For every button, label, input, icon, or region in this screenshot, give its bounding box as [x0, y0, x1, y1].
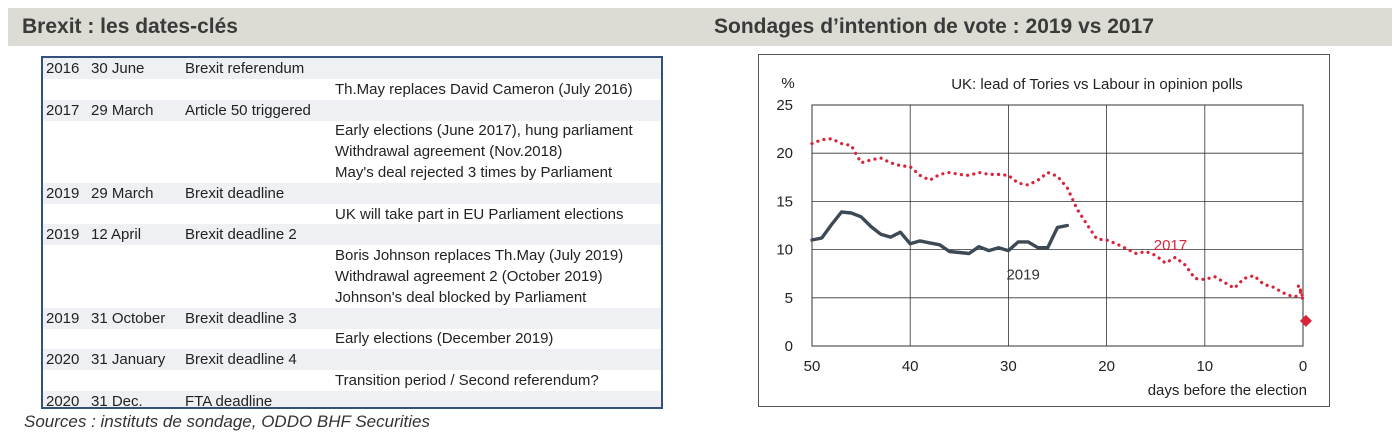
timeline-event: Brexit deadline 3 — [185, 309, 297, 327]
timeline-date: 31 October — [91, 309, 166, 327]
axes: 0 5 10 15 20 25 50 40 30 20 10 0 — [776, 97, 1307, 375]
timeline-note-row: UK will take part in EU Parliament elect… — [43, 204, 661, 225]
timeline-year: 2016 — [46, 60, 80, 77]
timeline-milestone-row: 2020 31 January Brexit deadline 4 — [43, 349, 661, 371]
poll-lead-chart: UK: lead of Tories vs Labour in opinion … — [758, 54, 1330, 407]
timeline-date: 29 March — [91, 101, 154, 119]
grid — [811, 104, 1304, 347]
timeline-event: Brexit deadline — [185, 184, 285, 202]
timeline-year: 2019 — [46, 309, 80, 327]
timeline-year: 2020 — [46, 351, 80, 369]
right-panel-header: Sondages d’intention de vote : 2019 vs 2… — [698, 8, 1392, 46]
timeline-note-row: May's deal rejected 3 times by Parliamen… — [43, 162, 661, 183]
timeline-date: 31 January — [91, 351, 166, 369]
y-tick-label: 10 — [776, 242, 793, 259]
timeline-note: UK will take part in EU Parliament elect… — [335, 205, 624, 223]
series-2017-final-marker — [1299, 314, 1312, 327]
sources-note: Sources : instituts de sondage, ODDO BHF… — [24, 412, 430, 431]
x-axis-label: days before the election — [1148, 382, 1307, 399]
timeline-note: Early elections (June 2017), hung parlia… — [335, 122, 633, 140]
left-panel-header: Brexit : les dates-clés — [8, 8, 698, 46]
timeline-date: 30 June — [91, 60, 145, 77]
timeline-event: Brexit deadline 4 — [185, 351, 297, 369]
timeline-note-row: Transition period / Second referendum? — [43, 370, 661, 391]
timeline-milestone-row: 2017 29 March Article 50 triggered — [43, 99, 661, 121]
series-layer — [810, 137, 1312, 327]
plot-frame — [811, 104, 1304, 347]
series-2019-line — [810, 210, 1069, 256]
timeline-note-row: Early elections (December 2019) — [43, 328, 661, 349]
y-axis-label: % — [781, 75, 794, 92]
timeline-note-row: Th.May replaces David Cameron (July 2016… — [43, 79, 661, 100]
timeline-date: 31 Dec. — [91, 392, 143, 409]
timeline-note: Boris Johnson replaces Th.May (July 2019… — [335, 247, 624, 265]
x-tick-label: 40 — [902, 358, 919, 375]
timeline-year: 2020 — [46, 392, 80, 409]
timeline-event: Brexit deadline 2 — [185, 226, 297, 244]
timeline-note-row: Withdrawal agreement 2 (October 2019) — [43, 266, 661, 287]
poll-lead-chart-svg: UK: lead of Tories vs Labour in opinion … — [776, 75, 1312, 399]
timeline-year: 2019 — [46, 226, 80, 244]
timeline-event: Article 50 triggered — [185, 101, 311, 119]
x-tick-label: 20 — [1098, 358, 1115, 375]
annotations: 2017 2019 — [1006, 237, 1187, 284]
series-2017-line — [810, 137, 1305, 302]
timeline-note: May's deal rejected 3 times by Parliamen… — [335, 164, 613, 181]
timeline-note-row: Boris Johnson replaces Th.May (July 2019… — [43, 245, 661, 266]
timeline-note: Johnson's deal blocked by Parliament — [335, 288, 587, 306]
timeline-note: Withdrawal agreement (Nov.2018) — [335, 143, 563, 161]
x-tick-label: 0 — [1299, 358, 1307, 375]
y-tick-label: 20 — [776, 145, 793, 162]
y-tick-label: 0 — [785, 338, 793, 355]
timeline-date: 12 April — [91, 226, 142, 244]
timeline-event: Brexit referendum — [185, 60, 305, 77]
y-tick-label: 5 — [785, 290, 793, 307]
timeline-note: Early elections (December 2019) — [335, 330, 554, 348]
timeline-event: FTA deadline — [185, 392, 273, 409]
x-tick-label: 10 — [1196, 358, 1213, 375]
timeline-note: Th.May replaces David Cameron (July 2016… — [335, 80, 633, 98]
brexit-timeline-table: 2016 30 June Brexit referendum Th.May repla… — [41, 56, 663, 409]
timeline-note: Withdrawal agreement 2 (October 2019) — [335, 268, 603, 285]
timeline-note-row: Johnson's deal blocked by Parliament — [43, 287, 661, 308]
timeline-year: 2017 — [46, 101, 80, 119]
timeline-milestone-row: 2019 29 March Brexit deadline — [43, 182, 661, 204]
timeline-milestone-row: 2019 12 April Brexit deadline 2 — [43, 224, 661, 246]
timeline-year: 2019 — [46, 184, 80, 202]
series-label-2017: 2017 — [1154, 237, 1187, 254]
chart-title: UK: lead of Tories vs Labour in opinion … — [951, 76, 1243, 93]
x-tick-label: 30 — [1000, 358, 1017, 375]
timeline-date: 29 March — [91, 184, 154, 202]
y-tick-label: 25 — [776, 97, 793, 114]
x-tick-label: 50 — [804, 358, 821, 375]
timeline-milestone-row: 2016 30 June Brexit referendum — [43, 58, 661, 79]
timeline-milestone-row: 2019 31 October Brexit deadline 3 — [43, 307, 661, 329]
timeline-note-row: Early elections (June 2017), hung parlia… — [43, 120, 661, 141]
timeline-note-row: Withdrawal agreement (Nov.2018) — [43, 141, 661, 162]
y-tick-label: 15 — [776, 193, 793, 210]
right-panel-title: Sondages d’intention de vote : 2019 vs 2… — [714, 15, 1154, 38]
timeline-note: Transition period / Second referendum? — [335, 372, 599, 389]
left-panel-title: Brexit : les dates-clés — [22, 15, 238, 38]
timeline-milestone-row: 2020 31 Dec. FTA deadline — [43, 390, 661, 409]
series-label-2019: 2019 — [1006, 267, 1039, 284]
